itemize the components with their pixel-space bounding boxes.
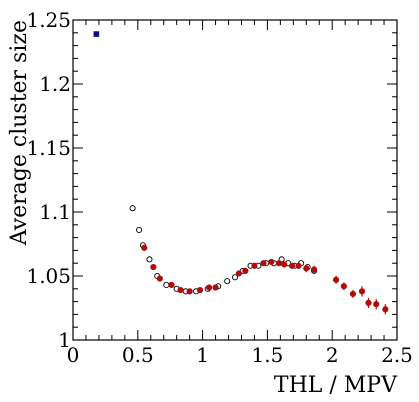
data-point <box>163 281 170 289</box>
data-point <box>275 260 283 267</box>
x-tick-label: 1 <box>196 343 209 367</box>
x-tick-label: 0.5 <box>122 343 154 367</box>
data-point <box>332 276 340 283</box>
data-point <box>303 265 310 272</box>
data-point <box>224 278 231 285</box>
y-tick-label: 1.25 <box>26 8 71 32</box>
data-point <box>212 284 219 291</box>
x-tick-label: 2 <box>326 343 339 367</box>
plot-area-border <box>72 19 398 341</box>
data-point <box>358 288 366 295</box>
data-points <box>93 31 389 315</box>
x-axis-title: THL / MPV <box>274 373 398 398</box>
data-point <box>310 266 318 273</box>
data-point <box>281 261 288 268</box>
data-point <box>196 286 204 294</box>
data-point <box>156 275 163 282</box>
data-point <box>93 31 100 37</box>
data-point <box>136 226 143 233</box>
data-point <box>251 262 258 269</box>
data-point <box>186 288 193 295</box>
plot-frame <box>72 19 398 341</box>
x-tick-label: 2.5 <box>381 343 413 367</box>
data-point <box>260 260 267 267</box>
y-tick-label: 1.1 <box>39 200 71 224</box>
data-point <box>242 267 249 274</box>
x-tick-label: 1.5 <box>251 343 283 367</box>
data-point <box>146 256 153 263</box>
y-axis-title: Average cluster size <box>7 20 32 246</box>
data-point <box>177 286 184 294</box>
series-filled-square <box>93 31 100 37</box>
data-point <box>235 270 242 277</box>
data-point <box>150 263 157 271</box>
y-tick-label: 1 <box>58 328 71 352</box>
data-point <box>231 274 239 281</box>
data-point <box>288 262 296 269</box>
data-point <box>268 258 275 266</box>
x-axis: 0 0.5 1 1.5 2 2.5 <box>67 20 413 367</box>
y-tick-label: 1.05 <box>26 264 71 288</box>
data-point <box>129 205 136 212</box>
data-point <box>168 281 175 289</box>
data-point <box>205 284 213 291</box>
data-point <box>349 290 357 298</box>
y-axis: 1 1.05 1.1 1.15 1.2 1.25 <box>26 8 397 352</box>
y-tick-label: 1.15 <box>26 136 71 160</box>
data-point <box>365 299 372 306</box>
data-point <box>141 244 148 251</box>
series-filled-circle <box>141 244 389 315</box>
x-tick-label: 0 <box>67 343 80 367</box>
y-tick-label: 1.2 <box>39 72 71 96</box>
data-point <box>382 306 389 313</box>
data-point <box>373 301 380 308</box>
data-point <box>295 262 302 269</box>
data-point <box>340 283 347 290</box>
